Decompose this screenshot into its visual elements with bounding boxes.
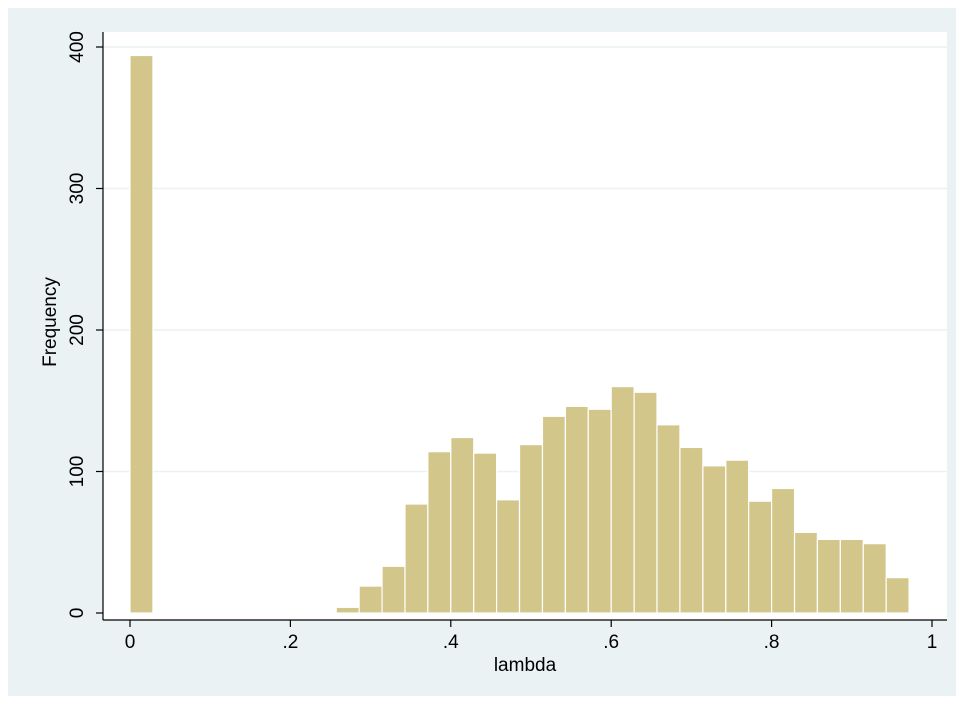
histogram-bar: [450, 436, 475, 614]
y-tick-label: 0: [67, 608, 88, 619]
x-tick-label: .4: [443, 632, 459, 653]
histogram-bar: [381, 565, 406, 614]
histogram-chart: 0 100 200 300 400 0 .2 .4 .6 .8 1 lambda Frequency: [40, 31, 947, 676]
histogram-bar: [587, 408, 612, 614]
histogram-bar: [656, 424, 681, 614]
x-tick-label: 0: [125, 632, 136, 653]
bars: [129, 54, 910, 614]
y-tick-label: 400: [67, 31, 88, 63]
histogram-bar: [541, 415, 567, 614]
histogram-bar: [473, 452, 498, 614]
chart-frame: 0 100 200 300 400 0 .2 .4 .6 .8 1 lambda Frequency: [8, 8, 956, 696]
axes: [102, 32, 947, 621]
x-tick-label: .6: [603, 632, 619, 653]
histogram-bar: [839, 538, 864, 614]
histogram-bar: [335, 606, 360, 614]
histogram-bar: [702, 465, 727, 614]
histogram-bar: [679, 446, 704, 614]
histogram-bar: [748, 500, 773, 614]
histogram-bar: [358, 585, 383, 614]
x-axis-title: lambda: [494, 655, 557, 676]
x-tick-label: 1: [927, 632, 938, 653]
y-axis-title: Frequency: [40, 277, 61, 367]
x-tick-label: .8: [764, 632, 780, 653]
histogram-bar: [495, 499, 521, 614]
histogram-bar: [404, 503, 429, 614]
histogram-bar: [816, 538, 841, 614]
y-tick-label: 200: [67, 314, 88, 346]
histogram-bar: [610, 386, 635, 614]
ticks: 0 100 200 300 400 0 .2 .4 .6 .8 1: [67, 31, 937, 653]
histogram-bar: [793, 531, 818, 614]
y-tick-label: 300: [67, 173, 88, 205]
histogram-bar: [725, 459, 750, 614]
gridlines: [103, 46, 947, 473]
histogram-bar: [633, 391, 658, 614]
histogram-bar: [885, 577, 910, 614]
histogram-bar: [770, 487, 796, 614]
histogram-bar: [518, 444, 544, 614]
x-tick-label: .2: [282, 632, 298, 653]
histogram-bar: [564, 405, 589, 614]
y-tick-label: 100: [67, 456, 88, 488]
histogram-bar: [862, 543, 887, 614]
histogram-bar: [129, 54, 154, 614]
histogram-bar: [427, 451, 452, 614]
